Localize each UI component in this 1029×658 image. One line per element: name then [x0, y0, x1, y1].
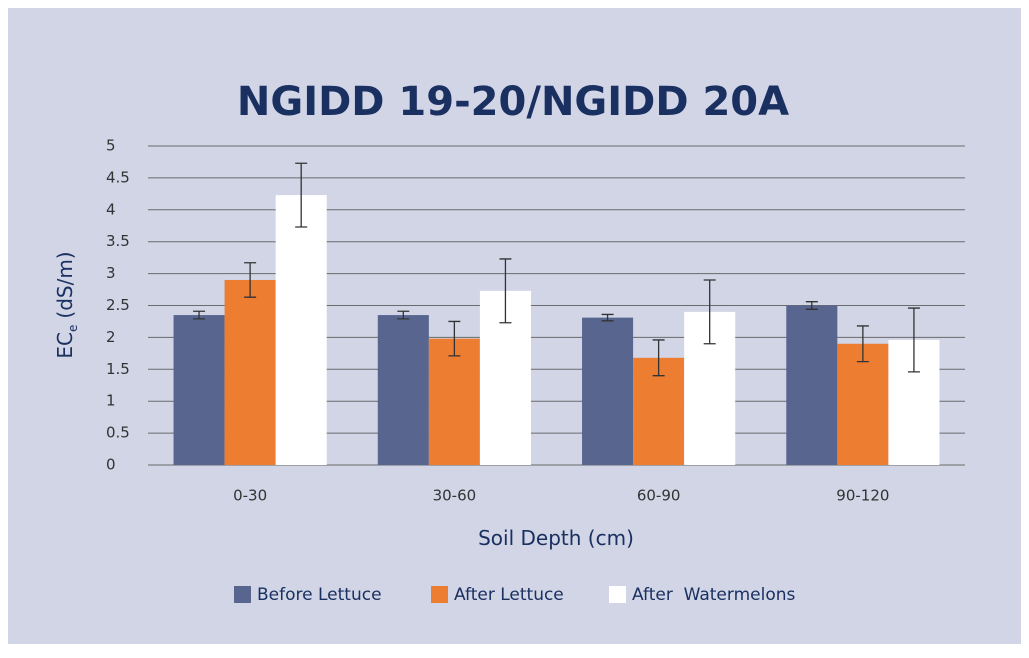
y-label-subscript: e [66, 325, 80, 332]
bar [582, 317, 634, 465]
x-tick-label: 0-30 [233, 487, 267, 505]
legend-swatch [431, 586, 448, 603]
y-tick-label: 0 [106, 456, 116, 474]
bar [377, 315, 429, 465]
y-tick-label: 0.5 [106, 424, 130, 442]
y-tick-label: 4.5 [106, 168, 130, 186]
bar [428, 338, 480, 465]
y-tick-label: 4 [106, 200, 116, 218]
bar [275, 195, 327, 465]
error-bar [856, 325, 869, 363]
error-bar [703, 279, 716, 345]
y-tick-label: 3 [106, 264, 116, 282]
error-bar [397, 310, 410, 320]
legend-label: After Lettuce [454, 585, 564, 605]
error-bar [805, 301, 818, 310]
legend-swatch [234, 586, 251, 603]
chart-title: NGIDD 19-20/NGIDD 20A [237, 79, 789, 125]
error-bar [448, 320, 461, 357]
error-bar [295, 162, 308, 228]
error-bar [193, 310, 206, 320]
x-axis-label: Soil Depth (cm) [478, 526, 634, 550]
y-tick-label: 1 [106, 392, 116, 410]
legend-label: Before Lettuce [257, 585, 382, 605]
x-tick-label: 90-120 [836, 487, 889, 505]
error-bar [499, 258, 512, 324]
y-tick-label: 1.5 [106, 360, 130, 378]
error-bar [907, 307, 920, 373]
legend-label: After Watermelons [632, 585, 796, 605]
bar [786, 305, 838, 465]
x-tick-label: 30-60 [433, 487, 477, 505]
y-tick-label: 2.5 [106, 296, 130, 314]
bar [837, 343, 889, 465]
legend-swatch [609, 586, 626, 603]
y-tick-label: 3.5 [106, 232, 130, 250]
y-tick-label: 2 [106, 328, 116, 346]
error-bar [652, 339, 665, 377]
y-axis-label: ECe (dS/m) [53, 251, 80, 358]
bar [224, 279, 276, 465]
error-bar [601, 313, 614, 322]
y-label-main: EC [53, 332, 77, 359]
bar [173, 315, 225, 465]
x-tick-label: 60-90 [637, 487, 681, 505]
error-bar [244, 262, 257, 298]
y-label-unit: (dS/m) [53, 251, 77, 318]
y-tick-label: 5 [106, 137, 116, 155]
